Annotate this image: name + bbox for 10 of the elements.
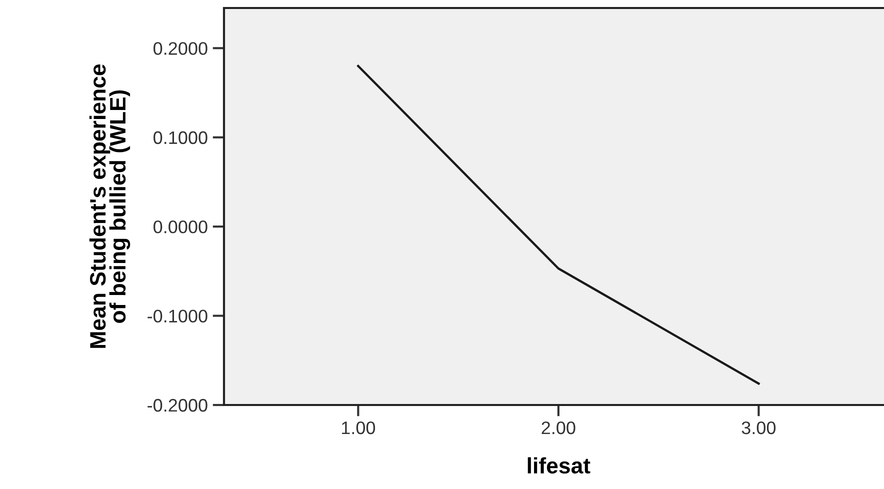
y-tick-label: -0.1000 [148, 310, 208, 323]
x-tick-label: 3.00 [742, 421, 776, 434]
y-axis-title: Mean Student's experience of being bullied (WLE) [89, 64, 130, 348]
x-tick-label: 2.00 [542, 421, 576, 434]
y-tick-label: 0.0000 [154, 220, 208, 234]
y-tick-label: -0.2000 [148, 398, 208, 412]
y-tick-label: 0.1000 [154, 131, 208, 144]
x-axis-title: lifesat [528, 457, 590, 474]
x-tick-label: 1.00 [342, 421, 376, 434]
y-tick-label: 0.2000 [154, 42, 208, 55]
